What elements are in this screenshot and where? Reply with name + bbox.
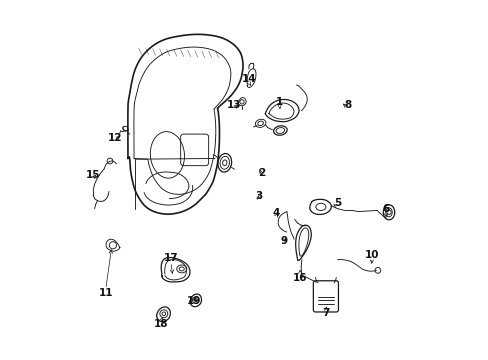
Text: 12: 12 xyxy=(107,133,122,143)
Text: 15: 15 xyxy=(85,170,100,180)
Text: 3: 3 xyxy=(255,191,262,201)
Text: 18: 18 xyxy=(154,319,168,329)
Text: 10: 10 xyxy=(364,249,378,260)
Text: 19: 19 xyxy=(186,296,201,306)
Text: 16: 16 xyxy=(292,273,306,283)
Text: 4: 4 xyxy=(272,208,279,218)
Text: 8: 8 xyxy=(344,100,351,110)
Text: 14: 14 xyxy=(241,74,256,84)
Text: 17: 17 xyxy=(163,253,178,263)
Text: 6: 6 xyxy=(382,204,389,215)
Text: 5: 5 xyxy=(333,198,341,208)
Text: 11: 11 xyxy=(98,288,113,298)
Text: 7: 7 xyxy=(322,309,329,318)
Text: 2: 2 xyxy=(258,168,265,178)
Text: 13: 13 xyxy=(226,100,241,110)
Text: 9: 9 xyxy=(280,236,287,246)
Text: 1: 1 xyxy=(275,97,283,107)
